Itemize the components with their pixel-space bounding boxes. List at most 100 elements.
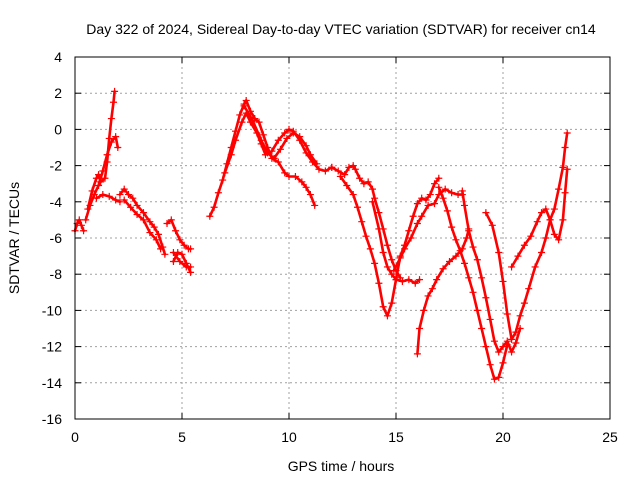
data-point-marker bbox=[232, 136, 239, 144]
data-point-marker bbox=[396, 274, 404, 282]
data-point-marker bbox=[379, 248, 387, 256]
data-point-marker bbox=[424, 201, 432, 209]
data-point-marker bbox=[396, 254, 404, 262]
data-point-marker bbox=[345, 163, 353, 171]
data-point-marker bbox=[379, 303, 387, 311]
data-point-marker bbox=[105, 134, 113, 142]
data-point-marker bbox=[439, 265, 447, 273]
data-point-marker bbox=[111, 87, 119, 95]
data-point-marker bbox=[495, 348, 503, 356]
data-point-marker bbox=[362, 232, 370, 240]
data-point-marker bbox=[499, 277, 507, 285]
data-point-marker bbox=[401, 245, 409, 253]
data-point-marker bbox=[351, 165, 359, 173]
data-point-marker bbox=[375, 279, 383, 287]
data-point-marker bbox=[383, 312, 391, 320]
data-point-marker bbox=[86, 201, 94, 209]
data-point-marker bbox=[336, 172, 344, 180]
x-tick-label: 15 bbox=[388, 429, 404, 445]
data-point-marker bbox=[514, 252, 522, 260]
data-point-marker bbox=[520, 241, 528, 249]
data-point-marker bbox=[428, 285, 436, 293]
data-point-marker bbox=[375, 225, 383, 233]
data-point-marker bbox=[422, 196, 430, 204]
data-point-marker bbox=[302, 149, 310, 157]
data-point-marker bbox=[452, 252, 460, 260]
data-point-marker bbox=[358, 218, 366, 226]
data-point-marker bbox=[499, 343, 507, 351]
data-point-marker bbox=[486, 361, 494, 369]
data-point-marker bbox=[349, 162, 357, 170]
data-point-marker bbox=[482, 209, 490, 217]
data-point-marker bbox=[127, 203, 135, 211]
data-point-marker bbox=[413, 350, 421, 358]
data-point-marker bbox=[82, 216, 90, 224]
data-point-marker bbox=[274, 136, 282, 144]
data-point-marker bbox=[99, 191, 107, 199]
x-tick-label: 0 bbox=[71, 429, 79, 445]
data-point-marker bbox=[465, 227, 473, 235]
data-point-marker bbox=[238, 118, 246, 126]
data-point-marker bbox=[561, 144, 569, 151]
data-point-marker bbox=[452, 236, 460, 244]
data-point-marker bbox=[321, 167, 329, 175]
data-point-marker bbox=[366, 245, 374, 253]
data-point-marker bbox=[435, 183, 443, 191]
data-point-marker bbox=[478, 325, 486, 332]
data-point-marker bbox=[114, 144, 122, 151]
y-axis-ticks: -16 -14 -12 -10 -8 -6 -4 -2 0 2 4 bbox=[42, 49, 610, 427]
x-tick-label: 10 bbox=[281, 429, 297, 445]
data-point-marker bbox=[105, 192, 113, 200]
data-point-marker bbox=[392, 276, 400, 284]
data-point-marker bbox=[176, 258, 184, 266]
data-point-marker bbox=[463, 234, 471, 242]
data-point-marker bbox=[495, 373, 503, 381]
data-point-marker bbox=[407, 234, 415, 242]
data-point-marker bbox=[439, 194, 447, 202]
data-point-marker bbox=[409, 212, 417, 220]
data-point-marker bbox=[435, 191, 443, 199]
data-point-marker bbox=[157, 245, 165, 253]
data-point-marker bbox=[488, 221, 496, 229]
y-tick-label: -8 bbox=[50, 266, 63, 282]
data-point-marker bbox=[349, 191, 357, 199]
data-point-marker bbox=[431, 200, 439, 208]
data-point-marker bbox=[92, 174, 100, 182]
data-point-marker bbox=[315, 165, 323, 173]
data-point-marker bbox=[418, 194, 426, 202]
data-markers-layer bbox=[71, 87, 571, 383]
data-point-marker bbox=[388, 256, 396, 264]
data-point-marker bbox=[97, 178, 105, 186]
data-point-marker bbox=[95, 171, 103, 179]
data-point-marker bbox=[306, 151, 314, 159]
data-point-marker bbox=[236, 111, 244, 119]
data-point-marker bbox=[433, 276, 441, 284]
data-point-marker bbox=[107, 138, 115, 146]
data-point-marker bbox=[375, 209, 383, 217]
data-point-marker bbox=[424, 292, 432, 300]
data-point-marker bbox=[446, 258, 453, 266]
y-tick-label: -10 bbox=[42, 302, 62, 318]
data-point-marker bbox=[413, 220, 421, 228]
data-point-marker bbox=[99, 167, 107, 175]
data-point-marker bbox=[221, 169, 229, 177]
x-tick-label: 25 bbox=[602, 429, 618, 445]
data-point-marker bbox=[214, 189, 222, 197]
data-point-marker bbox=[146, 218, 154, 226]
data-point-marker bbox=[368, 198, 376, 206]
y-tick-label: -16 bbox=[42, 411, 62, 427]
y-tick-label: -14 bbox=[42, 375, 62, 391]
data-point-marker bbox=[152, 236, 160, 244]
data-point-marker bbox=[413, 200, 421, 208]
data-point-marker bbox=[232, 127, 239, 135]
data-point-marker bbox=[538, 248, 546, 256]
data-point-marker bbox=[550, 230, 558, 238]
data-point-marker bbox=[107, 115, 115, 123]
data-point-marker bbox=[563, 165, 571, 173]
data-point-marker bbox=[223, 160, 231, 168]
data-point-marker bbox=[242, 96, 250, 104]
data-point-marker bbox=[240, 102, 248, 110]
data-point-marker bbox=[125, 191, 132, 199]
y-tick-label: -2 bbox=[50, 158, 63, 174]
data-point-marker bbox=[478, 274, 486, 282]
